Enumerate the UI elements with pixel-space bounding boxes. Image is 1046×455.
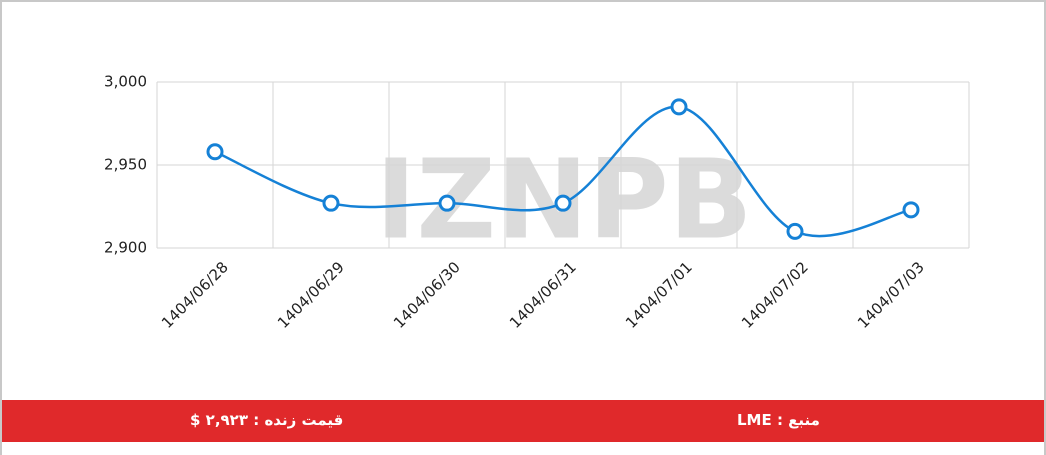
point — [438, 194, 456, 212]
x-tick-label: 1404/06/29 — [274, 258, 348, 332]
y-tick-label: 3,000 — [104, 73, 147, 91]
point — [322, 194, 340, 212]
live-price: قیمت زنده : ۲,۹۲۳ $ — [190, 411, 344, 429]
point — [554, 194, 572, 212]
point — [786, 222, 804, 240]
point — [902, 201, 920, 219]
x-tick-label: 1404/07/01 — [622, 258, 696, 332]
footer: منبع : LME قیمت زنده : ۲,۹۲۳ $ — [2, 400, 1044, 442]
x-tick-label: 1404/06/30 — [390, 258, 464, 332]
x-tick-label: 1404/06/31 — [506, 258, 580, 332]
point — [670, 98, 688, 116]
x-tick-label: 1404/07/02 — [738, 258, 812, 332]
point — [206, 143, 224, 161]
x-tick-label: 1404/06/28 — [158, 258, 232, 332]
y-tick-label: 2,950 — [104, 156, 147, 174]
x-tick-label: 1404/07/03 — [854, 258, 928, 332]
y-tick-label: 2,900 — [104, 239, 147, 257]
source: منبع : LME — [737, 411, 820, 429]
